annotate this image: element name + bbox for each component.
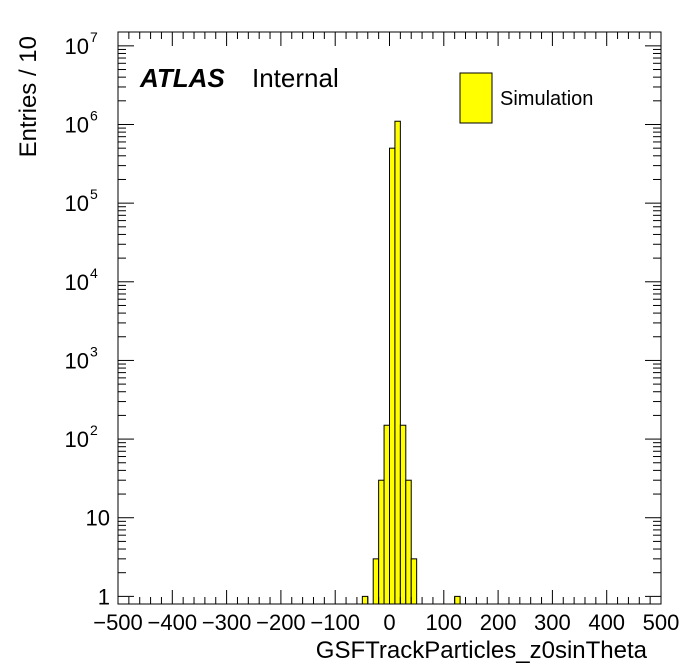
- y-tick-exponent: 4: [90, 265, 98, 281]
- y-tick-exponent: 6: [90, 107, 98, 123]
- histogram-bar: [399, 424, 407, 605]
- y-tick-label: 1: [98, 584, 110, 609]
- y-tick-exponent: 5: [90, 186, 98, 202]
- y-axis-title: Entries / 10: [15, 36, 42, 157]
- histogram-bar: [454, 595, 461, 605]
- x-tick-label: −500: [93, 610, 143, 635]
- histogram-bar: [394, 120, 401, 605]
- legend-swatch: [459, 72, 493, 124]
- y-tick-label: 10: [86, 506, 110, 531]
- internal-label: Internal: [252, 63, 339, 93]
- y-tick-exponent: 3: [90, 343, 98, 359]
- y-tick-label: 10: [65, 427, 89, 452]
- x-tick-label: 500: [643, 610, 680, 635]
- histogram-bar: [389, 147, 396, 605]
- x-tick-label: −400: [148, 610, 198, 635]
- x-tick-label: −100: [310, 610, 360, 635]
- x-tick-label: 0: [383, 610, 395, 635]
- x-tick-label: −200: [256, 610, 306, 635]
- y-tick-exponent: 7: [90, 29, 98, 45]
- y-tick-label: 10: [65, 348, 89, 373]
- atlas-label: ATLAS: [139, 63, 225, 93]
- x-tick-labels: −500 −400 −300 −200 −100 0 100 200 300 400 500: [93, 610, 679, 635]
- x-tick-label: 100: [425, 610, 462, 635]
- y-tick-exponent: 2: [90, 422, 98, 438]
- y-tick-label: 10: [65, 270, 89, 295]
- histogram-bar: [372, 558, 380, 605]
- x-axis-title: GSFTrackParticles_z0sinTheta: [316, 637, 648, 664]
- axis-ticks: [117, 32, 662, 604]
- histogram-bar: [410, 558, 418, 605]
- y-tick-label: 10: [65, 191, 89, 216]
- x-tick-label: 400: [588, 610, 625, 635]
- y-tick-label: 10: [65, 112, 89, 137]
- y-tick-label: 10: [65, 34, 89, 59]
- histogram-bar: [361, 595, 369, 605]
- histogram-bar: [405, 479, 412, 605]
- legend: Simulation: [459, 72, 593, 124]
- x-tick-label: 300: [534, 610, 571, 635]
- histogram-bar: [383, 424, 391, 605]
- legend-entry-simulation: Simulation: [500, 88, 593, 110]
- x-tick-label: 200: [480, 610, 517, 635]
- plot-frame: [117, 31, 662, 605]
- x-tick-label: −300: [202, 610, 252, 635]
- histogram-bar: [378, 479, 385, 605]
